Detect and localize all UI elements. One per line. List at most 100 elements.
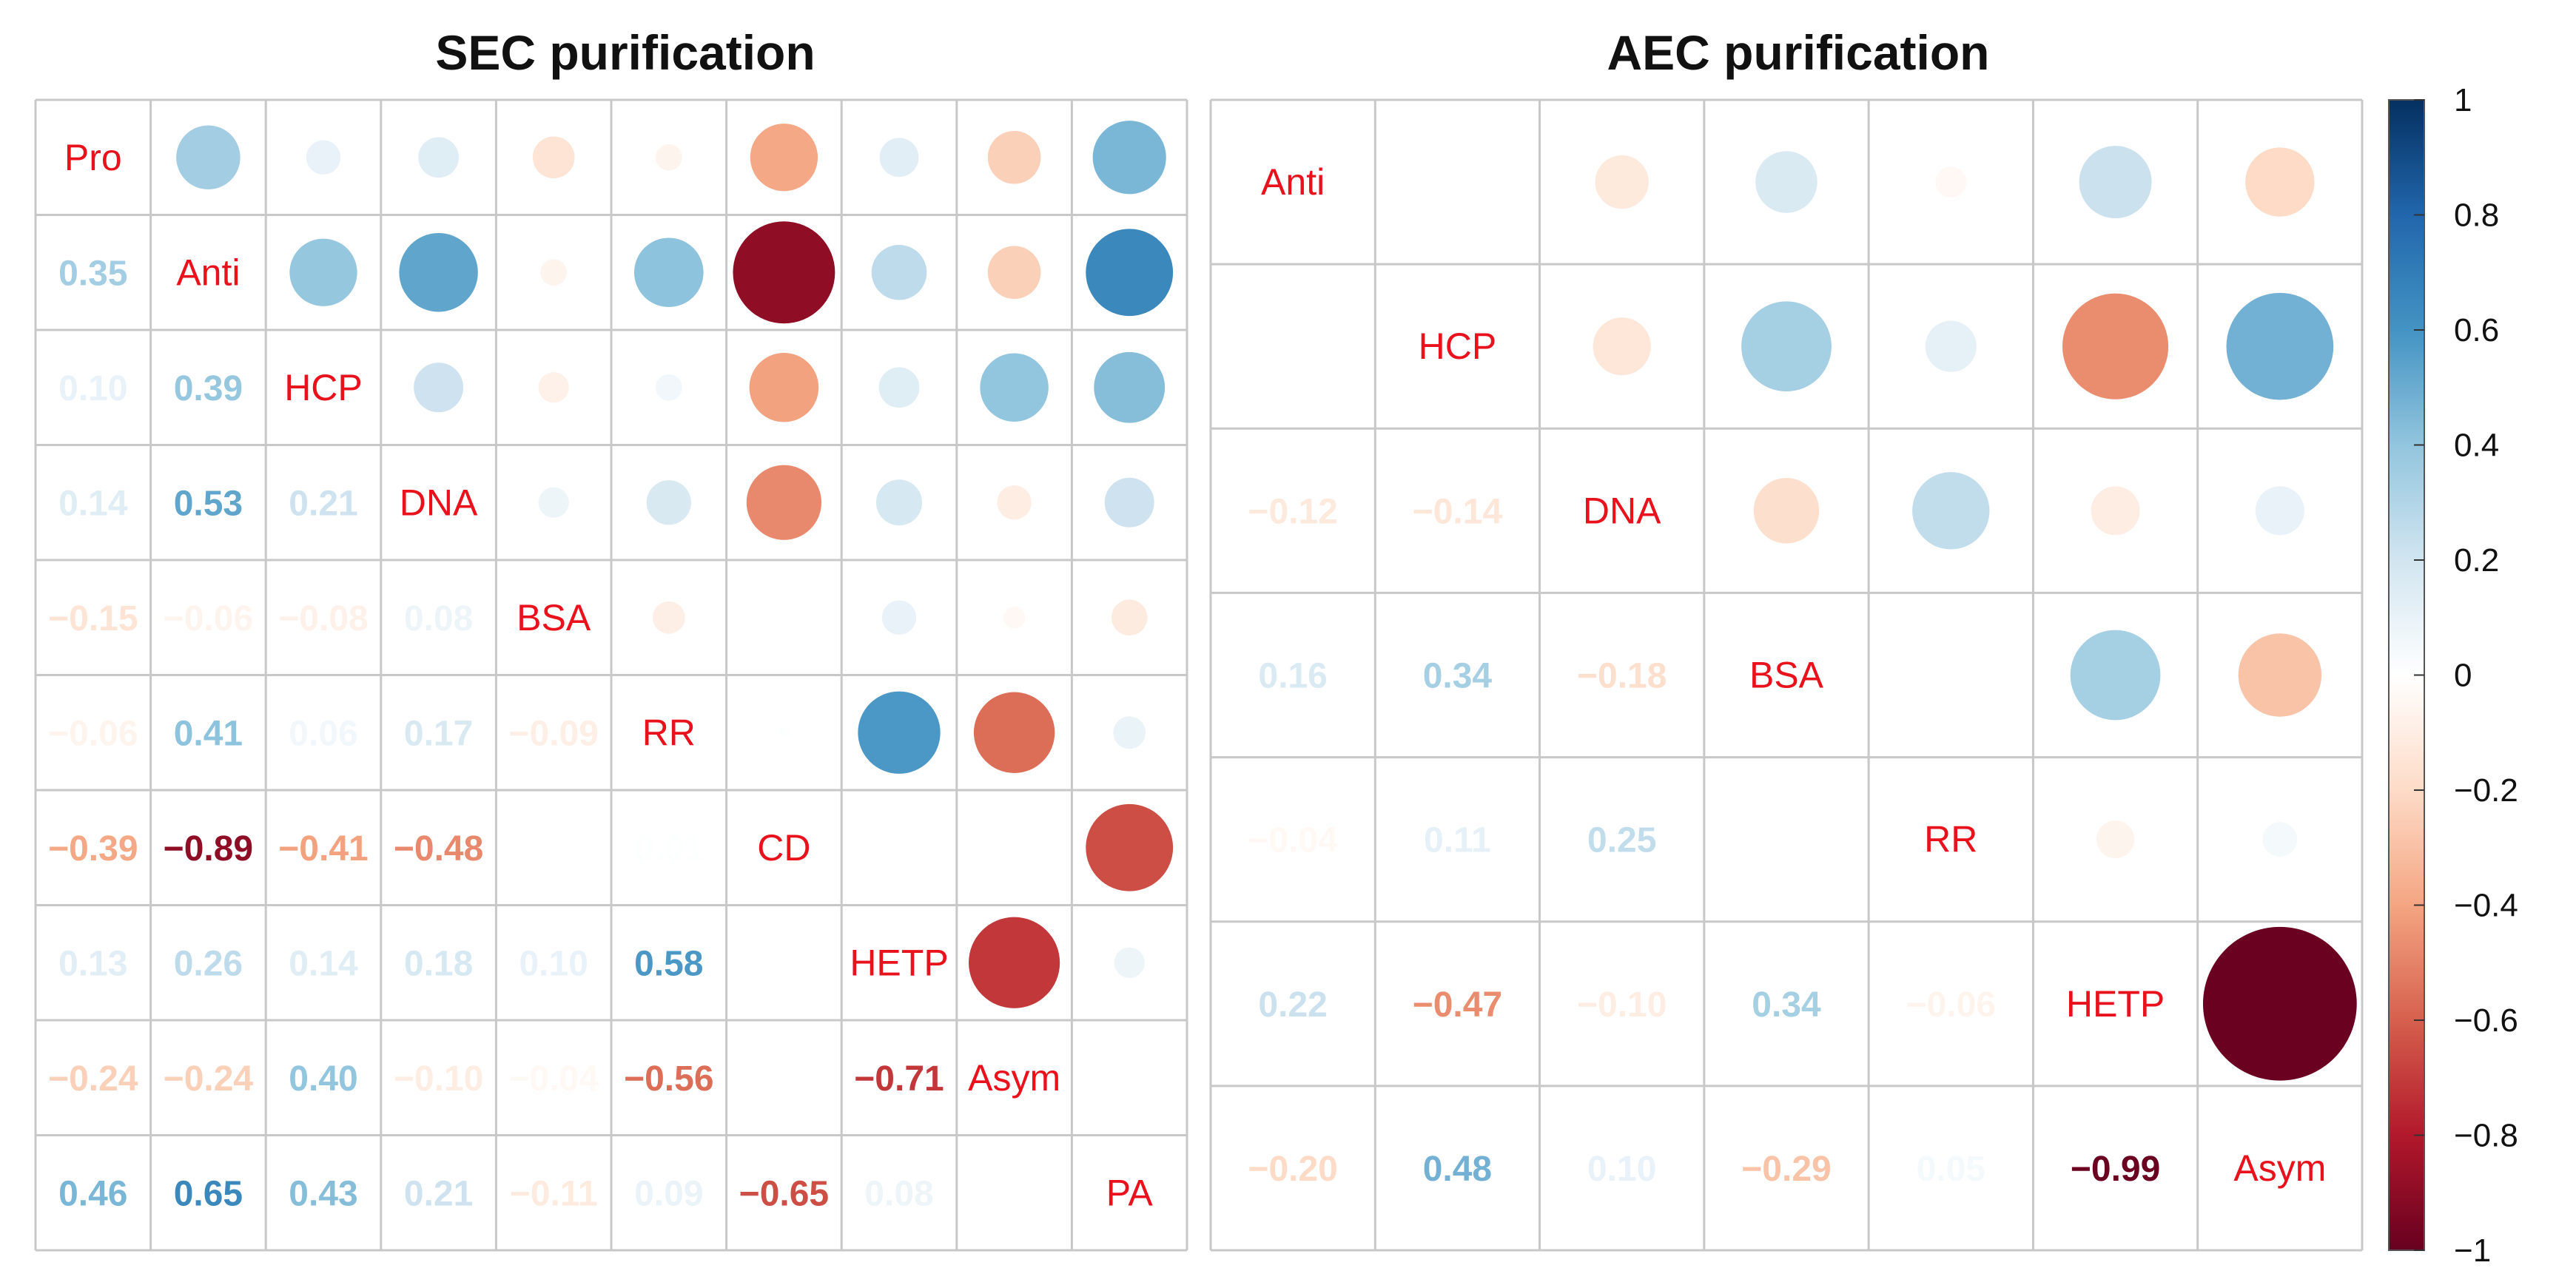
correlation-value: 0.10 bbox=[58, 369, 127, 408]
correlation-circle bbox=[973, 692, 1055, 773]
correlation-value: 0.08 bbox=[404, 599, 473, 638]
colorbar-tick-label: 0.2 bbox=[2454, 542, 2499, 579]
correlation-circle bbox=[746, 465, 822, 540]
correlation-circle bbox=[1111, 599, 1148, 635]
correlation-value: 0.11 bbox=[1424, 821, 1491, 860]
correlation-circle bbox=[1935, 166, 1967, 198]
correlation-value: 0.14 bbox=[58, 484, 128, 523]
variable-label: HETP bbox=[2066, 983, 2165, 1025]
correlation-value: 0.65 bbox=[174, 1174, 243, 1213]
correlation-circle bbox=[652, 601, 685, 634]
correlation-value: −0.99 bbox=[2071, 1150, 2160, 1189]
correlation-value: 0.53 bbox=[174, 484, 243, 523]
correlation-value: −0.11 bbox=[510, 1174, 598, 1213]
correlation-value: 0.34 bbox=[1423, 657, 1493, 696]
colorbar-tick-label: −1 bbox=[2454, 1233, 2491, 1269]
correlation-circle bbox=[1755, 151, 1817, 213]
correlation-circle bbox=[2245, 147, 2315, 217]
correlation-circle bbox=[2262, 822, 2298, 857]
correlation-value: 0.01 bbox=[634, 829, 703, 869]
correlation-value: 0.10 bbox=[1587, 1150, 1656, 1189]
variable-label: PA bbox=[1106, 1172, 1154, 1213]
correlation-circle bbox=[1593, 317, 1651, 376]
correlation-value: −0.12 bbox=[1248, 492, 1337, 531]
correlation-circle bbox=[2091, 486, 2140, 536]
correlation-circle bbox=[1595, 155, 1649, 209]
correlation-circle bbox=[532, 136, 575, 179]
variable-label: Pro bbox=[64, 137, 122, 178]
correlation-circle bbox=[987, 130, 1041, 184]
correlation-circle bbox=[399, 233, 478, 312]
correlation-circle bbox=[2070, 630, 2161, 721]
colorbar-tick-label: −0.2 bbox=[2454, 772, 2518, 809]
correlation-circle bbox=[875, 479, 923, 526]
correlation-value: −0.56 bbox=[624, 1059, 713, 1099]
correlation-circle bbox=[655, 374, 682, 401]
colorbar-tick-label: 0.6 bbox=[2454, 312, 2499, 348]
correlation-circle bbox=[414, 363, 464, 413]
correlation-circle bbox=[987, 246, 1041, 300]
correlation-circle bbox=[1113, 716, 1146, 749]
variable-label: Anti bbox=[176, 252, 240, 293]
variable-label: BSA bbox=[517, 597, 591, 638]
correlation-circle bbox=[871, 244, 927, 300]
correlation-circle bbox=[538, 487, 569, 518]
correlation-circle bbox=[1114, 947, 1145, 978]
colorbar-tick-label: −0.8 bbox=[2454, 1118, 2518, 1154]
colorbar-gradient bbox=[2388, 99, 2425, 1251]
correlation-value: 0.13 bbox=[58, 944, 127, 983]
correlation-circle bbox=[289, 238, 357, 306]
variable-label: RR bbox=[642, 712, 696, 753]
colorbar-tick-label: 0 bbox=[2454, 658, 2472, 694]
colorbar-tick-label: −0.4 bbox=[2454, 888, 2518, 924]
correlation-value: 0.05 bbox=[1917, 1150, 1985, 1189]
correlation-value: −0.14 bbox=[1413, 492, 1503, 531]
correlation-value: −0.06 bbox=[1906, 985, 1996, 1025]
correlation-value: 0.43 bbox=[289, 1174, 357, 1213]
correlation-circle bbox=[858, 691, 941, 774]
correlation-value: 0.22 bbox=[1258, 985, 1327, 1025]
correlation-value: −0.24 bbox=[164, 1059, 254, 1099]
correlation-circle bbox=[2079, 146, 2152, 219]
colorbar-tick-label: −0.6 bbox=[2454, 1002, 2518, 1039]
correlation-value: −0.65 bbox=[739, 1174, 829, 1213]
correlation-circle bbox=[1086, 803, 1174, 891]
correlation-circle bbox=[646, 480, 691, 525]
variable-label: BSA bbox=[1749, 655, 1824, 696]
correlation-circle bbox=[418, 137, 459, 178]
correlation-value: 0.16 bbox=[1258, 657, 1327, 696]
variable-label: DNA bbox=[400, 482, 478, 523]
correlation-circle bbox=[1003, 607, 1026, 629]
correlation-circle bbox=[1753, 478, 1820, 544]
correlation-value: −0.10 bbox=[1577, 985, 1667, 1025]
correlation-circle bbox=[733, 221, 835, 324]
correlation-circle bbox=[980, 353, 1049, 422]
correlation-value: −0.10 bbox=[394, 1059, 483, 1099]
correlation-value: 0.58 bbox=[634, 944, 703, 983]
variable-label: HETP bbox=[850, 942, 948, 983]
correlation-circle bbox=[655, 144, 682, 171]
correlation-value: 0.21 bbox=[289, 484, 357, 523]
correlation-circle bbox=[540, 259, 568, 286]
correlation-circle bbox=[538, 372, 569, 403]
correlation-circle bbox=[2238, 633, 2322, 717]
correlation-circle bbox=[176, 125, 241, 189]
correlation-circle bbox=[1094, 351, 1166, 423]
correlation-value: −0.71 bbox=[854, 1059, 944, 1099]
correlation-value: 0.06 bbox=[289, 714, 357, 753]
aec-correlation-matrix: Anti HCP −0.12 −0.14 DNA 0.16 0.34 −0.18 BSA −0.0… bbox=[1209, 98, 2364, 1252]
correlation-value: 0.14 bbox=[289, 944, 358, 983]
correlation-value: −0.06 bbox=[164, 599, 253, 638]
correlation-value: −0.18 bbox=[1577, 657, 1667, 696]
correlation-value: −0.47 bbox=[1413, 985, 1502, 1025]
correlation-circle bbox=[2096, 820, 2135, 859]
correlation-circle bbox=[2226, 292, 2334, 400]
correlation-value: −0.29 bbox=[1741, 1150, 1831, 1189]
correlation-circle bbox=[1741, 301, 1832, 392]
correlation-value: 0.39 bbox=[174, 369, 243, 408]
correlation-value: −0.04 bbox=[508, 1059, 599, 1099]
correlation-value: −0.09 bbox=[508, 714, 598, 753]
correlation-value: −0.89 bbox=[164, 829, 253, 869]
correlation-circle bbox=[749, 352, 819, 422]
